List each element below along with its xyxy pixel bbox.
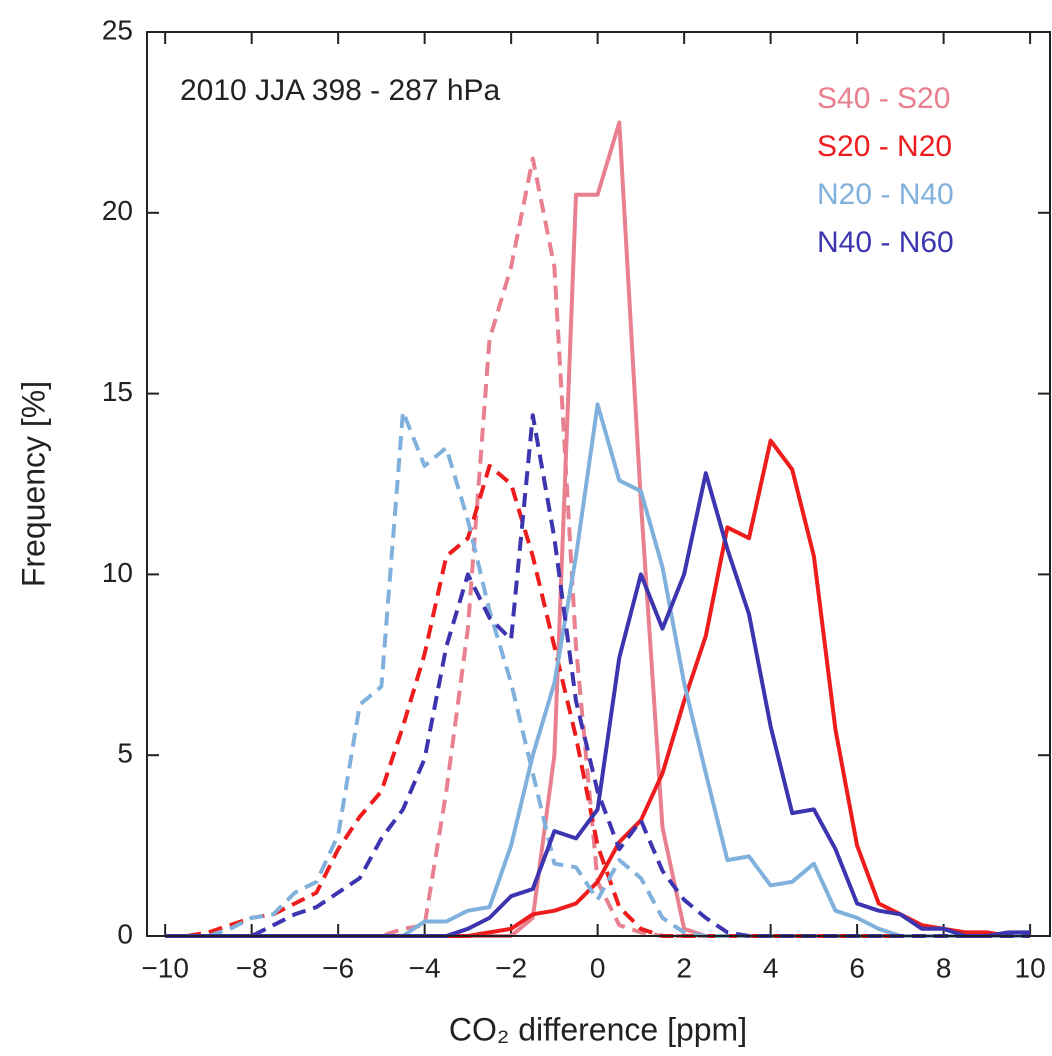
y-tick-label: 5	[117, 738, 133, 769]
y-tick-label: 0	[117, 918, 133, 949]
x-tick-label: 0	[590, 952, 606, 983]
x-tick-label: 2	[676, 952, 692, 983]
legend-label: N20 - N40	[817, 178, 954, 211]
y-tick-label: 20	[102, 195, 133, 226]
y-tick-label: 10	[102, 557, 133, 588]
y-axis-label: Frequency [%]	[15, 381, 51, 587]
x-tick-label: −2	[495, 952, 527, 983]
x-tick-label: −10	[141, 952, 189, 983]
series-line-dashed	[165, 156, 1031, 938]
legend-label: N40 - N60	[817, 226, 954, 259]
legend-label: S20 - N20	[817, 130, 952, 163]
series-line-dashed	[165, 413, 1031, 938]
series-line	[165, 402, 1031, 938]
y-tick-label: 25	[102, 14, 133, 45]
annotation: 2010 JJA 398 - 287 hPa	[180, 74, 501, 107]
x-tick-label: 4	[763, 952, 779, 983]
x-axis-label: CO₂ difference [ppm]	[449, 1011, 747, 1047]
x-tick-label: 6	[849, 952, 865, 983]
plot-frame	[146, 31, 1051, 937]
x-tick-label: 8	[936, 952, 952, 983]
x-tick-label: −8	[236, 952, 268, 983]
legend-label: S40 - S20	[817, 82, 950, 115]
x-tick-label: −4	[409, 952, 441, 983]
x-tick-label: −6	[322, 952, 354, 983]
y-tick-label: 15	[102, 376, 133, 407]
x-tick-label: 10	[1015, 952, 1046, 983]
series-line-dashed	[165, 409, 1031, 938]
